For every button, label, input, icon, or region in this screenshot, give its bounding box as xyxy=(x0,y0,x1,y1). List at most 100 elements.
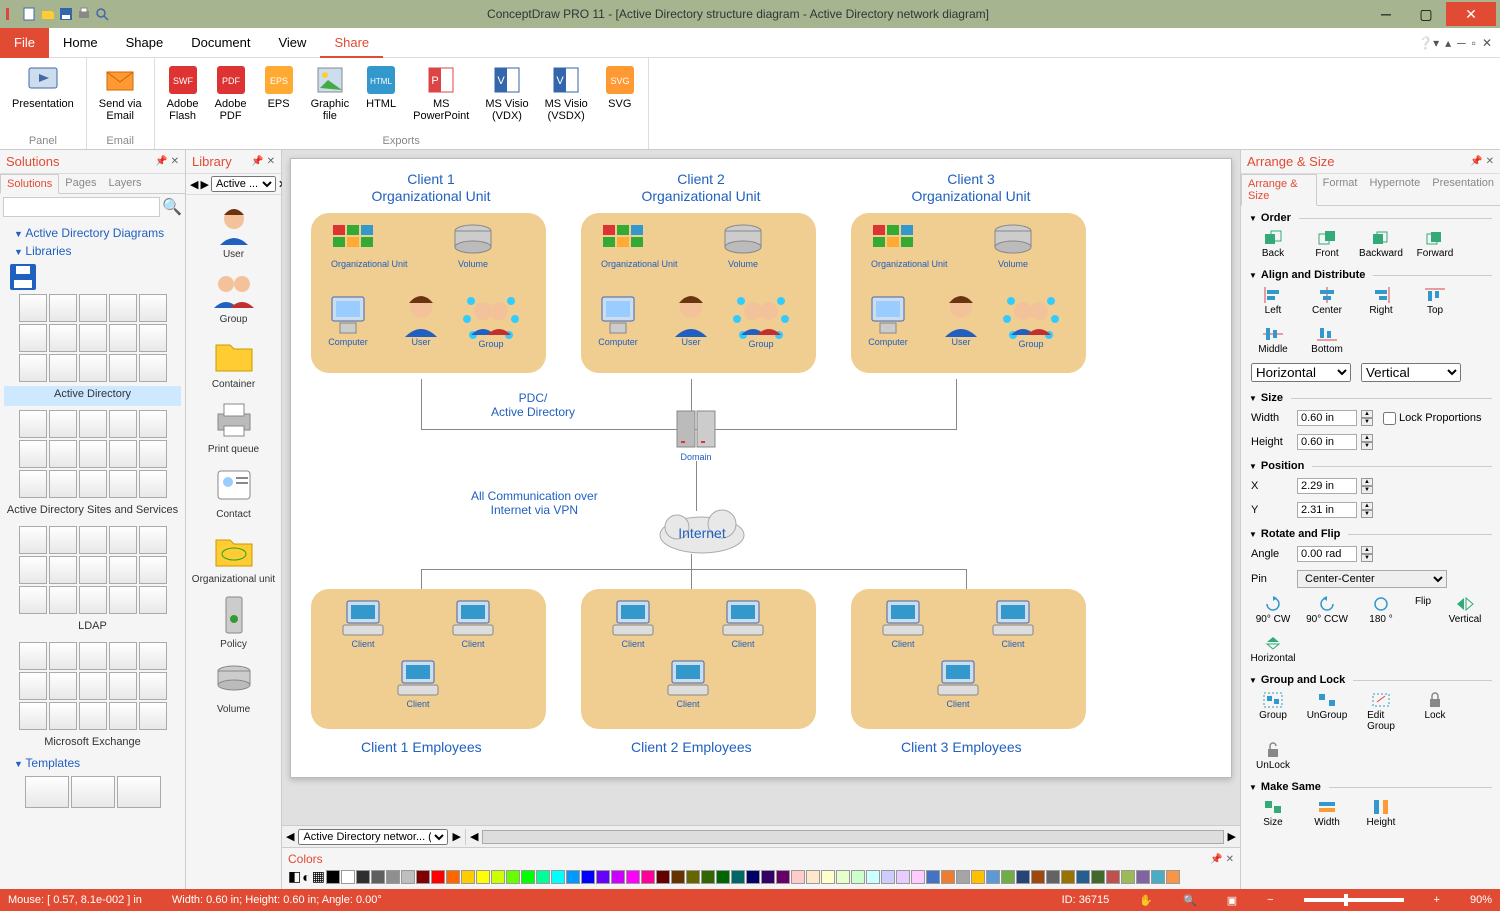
flip-horizontal[interactable]: Horizontal xyxy=(1251,635,1295,664)
color-swatch[interactable] xyxy=(926,870,940,884)
align-right[interactable]: Right xyxy=(1359,287,1403,316)
zoom-tool-icon[interactable]: 🔍 xyxy=(1183,894,1197,907)
lib-item-container[interactable]: Container xyxy=(190,329,277,394)
lib-thumb[interactable] xyxy=(139,642,167,670)
color-swatch[interactable] xyxy=(1076,870,1090,884)
pin-icon[interactable]: 📌 ✕ xyxy=(155,156,179,167)
color-swatch[interactable] xyxy=(581,870,595,884)
color-swatch[interactable] xyxy=(746,870,760,884)
ribbon-graphic[interactable]: Graphic file xyxy=(307,62,354,135)
makesame-height[interactable]: Height xyxy=(1359,799,1403,828)
color-swatch[interactable] xyxy=(806,870,820,884)
doc-tab-selector[interactable]: Active Directory networ... (1/1) xyxy=(298,829,448,845)
lib-thumb[interactable] xyxy=(139,410,167,438)
align-bottom[interactable]: Bottom xyxy=(1305,326,1349,355)
library-selector[interactable]: Active ... xyxy=(211,176,276,192)
section-align[interactable]: Align and Distribute xyxy=(1241,263,1500,283)
lib-item-orgunit[interactable]: Organizational unit xyxy=(190,524,277,589)
ribbon-html[interactable]: HTMLHTML xyxy=(361,62,401,135)
mdi-restore-icon[interactable]: ─ xyxy=(1457,36,1466,50)
width-spinner[interactable]: ▲▼ xyxy=(1361,410,1373,426)
search-icon[interactable]: 🔍 xyxy=(162,197,182,217)
lib-thumb[interactable] xyxy=(79,586,107,614)
lib-thumb[interactable] xyxy=(19,672,47,700)
lib-thumb[interactable] xyxy=(79,470,107,498)
tree-libraries[interactable]: Libraries xyxy=(4,242,181,260)
color-swatch[interactable] xyxy=(776,870,790,884)
lib-thumb[interactable] xyxy=(79,556,107,584)
lib-thumb[interactable] xyxy=(109,324,137,352)
tab-prev-icon[interactable]: ◀ xyxy=(286,830,294,843)
color-swatch[interactable] xyxy=(1136,870,1150,884)
color-swatch[interactable] xyxy=(476,870,490,884)
color-swatch[interactable] xyxy=(626,870,640,884)
color-swatch[interactable] xyxy=(386,870,400,884)
color-tool-icon[interactable]: ◐ xyxy=(302,869,310,885)
height-spinner[interactable]: ▲▼ xyxy=(1361,434,1373,450)
lib-thumb[interactable] xyxy=(139,294,167,322)
lib-thumb[interactable] xyxy=(79,702,107,730)
color-swatch[interactable] xyxy=(881,870,895,884)
mdi-max-icon[interactable]: ▫ xyxy=(1472,36,1476,50)
minimize-button[interactable]: ─ xyxy=(1366,2,1406,26)
ribbon-ppt[interactable]: PMS PowerPoint xyxy=(409,62,473,135)
save-icon[interactable] xyxy=(10,264,36,290)
lib-thumb[interactable] xyxy=(19,354,47,382)
ou-box[interactable]: Organizational Unit Volume Computer User… xyxy=(851,213,1086,373)
lib-thumb[interactable] xyxy=(109,642,137,670)
tab-hypernote[interactable]: Hypernote xyxy=(1363,174,1426,205)
lib-thumb[interactable] xyxy=(49,324,77,352)
zoom-out-icon[interactable]: − xyxy=(1267,894,1273,906)
maximize-button[interactable]: ▢ xyxy=(1406,2,1446,26)
lib-thumb[interactable] xyxy=(49,586,77,614)
section-exchange[interactable]: Microsoft Exchange xyxy=(4,734,181,754)
section-ldap[interactable]: LDAP xyxy=(4,618,181,638)
lib-thumb[interactable] xyxy=(19,410,47,438)
group-btn[interactable]: Group xyxy=(1251,692,1295,732)
lib-item-policy[interactable]: Policy xyxy=(190,589,277,654)
lib-thumb[interactable] xyxy=(79,324,107,352)
color-swatch[interactable] xyxy=(1016,870,1030,884)
lib-thumb[interactable] xyxy=(109,672,137,700)
color-swatch[interactable] xyxy=(461,870,475,884)
template-thumb[interactable] xyxy=(117,776,161,808)
y-spinner[interactable]: ▲▼ xyxy=(1361,502,1373,518)
lib-thumb[interactable] xyxy=(139,354,167,382)
lib-thumb[interactable] xyxy=(19,294,47,322)
distribute-vert[interactable]: Vertical xyxy=(1361,363,1461,382)
lib-thumb[interactable] xyxy=(19,470,47,498)
lib-thumb[interactable] xyxy=(79,672,107,700)
zoom-slider[interactable] xyxy=(1304,898,1404,902)
section-order[interactable]: Order xyxy=(1241,206,1500,226)
lib-thumb[interactable] xyxy=(139,586,167,614)
help-icon[interactable]: ❔▾ xyxy=(1418,36,1439,50)
color-swatch[interactable] xyxy=(641,870,655,884)
lib-item-group[interactable]: Group xyxy=(190,264,277,329)
align-left[interactable]: Left xyxy=(1251,287,1295,316)
lib-thumb[interactable] xyxy=(79,526,107,554)
color-swatch[interactable] xyxy=(506,870,520,884)
makesame-width[interactable]: Width xyxy=(1305,799,1349,828)
lib-thumb[interactable] xyxy=(49,556,77,584)
ribbon-send-email[interactable]: Send via Email xyxy=(95,62,146,135)
lib-thumb[interactable] xyxy=(139,526,167,554)
ribbon-pdf[interactable]: PDFAdobe PDF xyxy=(211,62,251,135)
lib-item-printqueue[interactable]: Print queue xyxy=(190,394,277,459)
pin-select[interactable]: Center-Center xyxy=(1297,570,1447,588)
template-thumb[interactable] xyxy=(71,776,115,808)
tree-ad-diagrams[interactable]: Active Directory Diagrams xyxy=(4,224,181,242)
tab-presentation[interactable]: Presentation xyxy=(1426,174,1500,205)
color-swatch[interactable] xyxy=(956,870,970,884)
domain-server[interactable]: Domain xyxy=(671,407,721,462)
ribbon-visio-vdx[interactable]: VMS Visio (VDX) xyxy=(481,62,532,135)
lib-thumb[interactable] xyxy=(109,702,137,730)
section-ad[interactable]: Active Directory xyxy=(4,386,181,406)
color-swatch[interactable] xyxy=(356,870,370,884)
lib-thumb[interactable] xyxy=(49,672,77,700)
lib-thumb[interactable] xyxy=(139,672,167,700)
color-swatch[interactable] xyxy=(686,870,700,884)
color-swatch[interactable] xyxy=(536,870,550,884)
width-input[interactable] xyxy=(1297,410,1357,426)
order-front[interactable]: Front xyxy=(1305,230,1349,259)
ou-box[interactable]: Organizational Unit Volume Computer User… xyxy=(581,213,816,373)
